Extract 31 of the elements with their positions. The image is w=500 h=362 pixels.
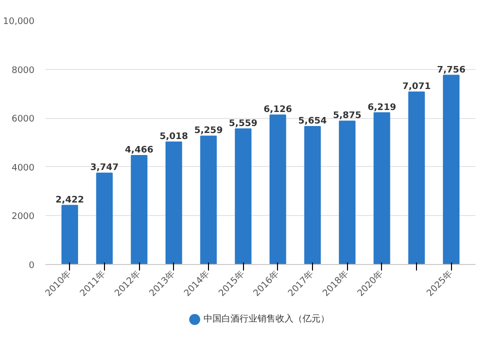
y-tick-label: 2000 xyxy=(12,212,35,222)
y-tick-label: 10,000 xyxy=(3,17,35,27)
bar xyxy=(200,136,217,264)
bar xyxy=(270,114,286,264)
text: 5,654 xyxy=(298,116,327,127)
text: 7,071 xyxy=(402,82,431,92)
text: 3,747 xyxy=(90,163,119,174)
bar xyxy=(338,120,356,264)
text: 5,875 xyxy=(332,111,362,122)
text: 7,756 xyxy=(436,65,466,76)
text: 5,259 xyxy=(194,126,223,136)
text: 6,126 xyxy=(264,105,292,116)
bar xyxy=(166,142,182,264)
bar xyxy=(408,91,425,264)
bar xyxy=(442,74,460,264)
text: 6,219 xyxy=(368,102,396,113)
text: 4,466 xyxy=(124,146,154,156)
bar xyxy=(304,126,321,264)
bar xyxy=(61,204,78,264)
y-tick-label: 6000 xyxy=(12,114,35,125)
y-tick-label: 0 xyxy=(28,261,35,271)
text: 5,018 xyxy=(160,132,188,142)
bar xyxy=(234,128,252,264)
bar xyxy=(96,172,113,264)
bar xyxy=(130,155,148,264)
y-tick-label: 8000 xyxy=(12,66,35,76)
bar xyxy=(374,112,390,264)
text: 5,559 xyxy=(228,118,258,129)
text: 2,422 xyxy=(56,195,84,206)
legend-label: 中国白酒行业销售收入（亿元） xyxy=(203,314,330,324)
y-tick-label: 4000 xyxy=(12,163,35,174)
